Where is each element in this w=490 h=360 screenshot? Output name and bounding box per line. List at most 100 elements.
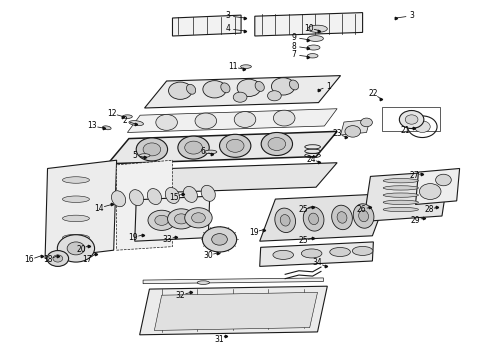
Circle shape <box>268 91 281 101</box>
Ellipse shape <box>201 185 215 201</box>
Circle shape <box>53 255 63 262</box>
Circle shape <box>419 184 441 199</box>
Text: 8: 8 <box>292 41 296 50</box>
Text: 13: 13 <box>87 122 97 130</box>
Text: 30: 30 <box>203 251 213 260</box>
Circle shape <box>233 92 247 102</box>
Text: 4: 4 <box>225 24 230 33</box>
Ellipse shape <box>332 205 352 230</box>
Ellipse shape <box>183 186 197 202</box>
Text: 21: 21 <box>401 126 411 135</box>
Polygon shape <box>260 242 373 266</box>
Circle shape <box>261 132 293 156</box>
Text: 5: 5 <box>132 151 137 160</box>
Text: 10: 10 <box>304 23 314 32</box>
Ellipse shape <box>139 154 150 157</box>
Polygon shape <box>145 76 341 108</box>
Polygon shape <box>45 160 117 258</box>
Circle shape <box>415 121 430 132</box>
Circle shape <box>436 174 451 186</box>
Ellipse shape <box>352 246 373 256</box>
Polygon shape <box>143 278 323 284</box>
Text: 14: 14 <box>94 204 104 212</box>
Circle shape <box>143 143 161 156</box>
Text: 1: 1 <box>326 82 331 91</box>
Circle shape <box>155 215 169 225</box>
Polygon shape <box>416 168 460 204</box>
Circle shape <box>237 79 261 96</box>
Circle shape <box>195 113 217 129</box>
Polygon shape <box>140 286 327 335</box>
Circle shape <box>57 235 95 262</box>
Text: 22: 22 <box>368 89 378 98</box>
Text: 2: 2 <box>122 116 127 125</box>
Text: 32: 32 <box>175 291 185 300</box>
Ellipse shape <box>221 83 230 93</box>
Ellipse shape <box>273 251 294 259</box>
Ellipse shape <box>147 189 162 204</box>
Polygon shape <box>154 292 318 330</box>
Ellipse shape <box>353 204 374 228</box>
Circle shape <box>226 139 244 152</box>
Ellipse shape <box>330 248 350 256</box>
Ellipse shape <box>301 249 322 258</box>
Ellipse shape <box>62 234 89 241</box>
Polygon shape <box>117 160 172 250</box>
Text: 19: 19 <box>249 228 259 237</box>
Bar <box>382 107 440 131</box>
Ellipse shape <box>280 215 290 226</box>
Ellipse shape <box>122 115 132 118</box>
Ellipse shape <box>308 25 327 32</box>
Ellipse shape <box>205 150 217 154</box>
Ellipse shape <box>275 208 295 233</box>
Circle shape <box>268 138 286 150</box>
Text: 16: 16 <box>24 256 34 264</box>
Polygon shape <box>341 120 370 135</box>
Ellipse shape <box>62 215 89 222</box>
Ellipse shape <box>129 190 144 206</box>
Polygon shape <box>108 131 337 164</box>
Circle shape <box>178 136 209 159</box>
Text: 33: 33 <box>163 235 172 244</box>
Text: 11: 11 <box>228 63 238 72</box>
Text: 7: 7 <box>292 50 296 59</box>
Ellipse shape <box>102 126 111 130</box>
Ellipse shape <box>383 186 418 190</box>
Ellipse shape <box>303 207 324 231</box>
Ellipse shape <box>112 191 125 207</box>
Polygon shape <box>364 171 449 221</box>
Circle shape <box>203 81 226 98</box>
Circle shape <box>399 111 424 129</box>
Ellipse shape <box>359 210 368 222</box>
Ellipse shape <box>383 207 418 212</box>
Text: 3: 3 <box>409 12 414 21</box>
Circle shape <box>47 251 69 266</box>
Circle shape <box>168 209 195 229</box>
Polygon shape <box>127 109 337 132</box>
Ellipse shape <box>383 193 418 197</box>
Circle shape <box>212 234 227 245</box>
Circle shape <box>148 210 175 230</box>
Text: 18: 18 <box>43 256 53 264</box>
Ellipse shape <box>309 213 318 225</box>
Circle shape <box>220 134 251 157</box>
Text: 23: 23 <box>332 129 342 138</box>
Text: 6: 6 <box>201 147 206 156</box>
Ellipse shape <box>307 54 318 58</box>
Circle shape <box>345 126 361 137</box>
Circle shape <box>405 115 418 124</box>
Ellipse shape <box>290 80 298 90</box>
Ellipse shape <box>62 196 89 202</box>
Polygon shape <box>260 194 388 241</box>
Ellipse shape <box>383 200 418 204</box>
Circle shape <box>185 141 202 154</box>
Ellipse shape <box>307 45 320 50</box>
Text: 15: 15 <box>169 193 179 202</box>
Text: 27: 27 <box>409 171 419 180</box>
Text: 31: 31 <box>215 335 224 343</box>
Text: 17: 17 <box>82 256 92 264</box>
Ellipse shape <box>241 65 251 68</box>
Polygon shape <box>108 163 337 194</box>
Text: 25: 25 <box>298 205 308 214</box>
Ellipse shape <box>62 177 89 183</box>
